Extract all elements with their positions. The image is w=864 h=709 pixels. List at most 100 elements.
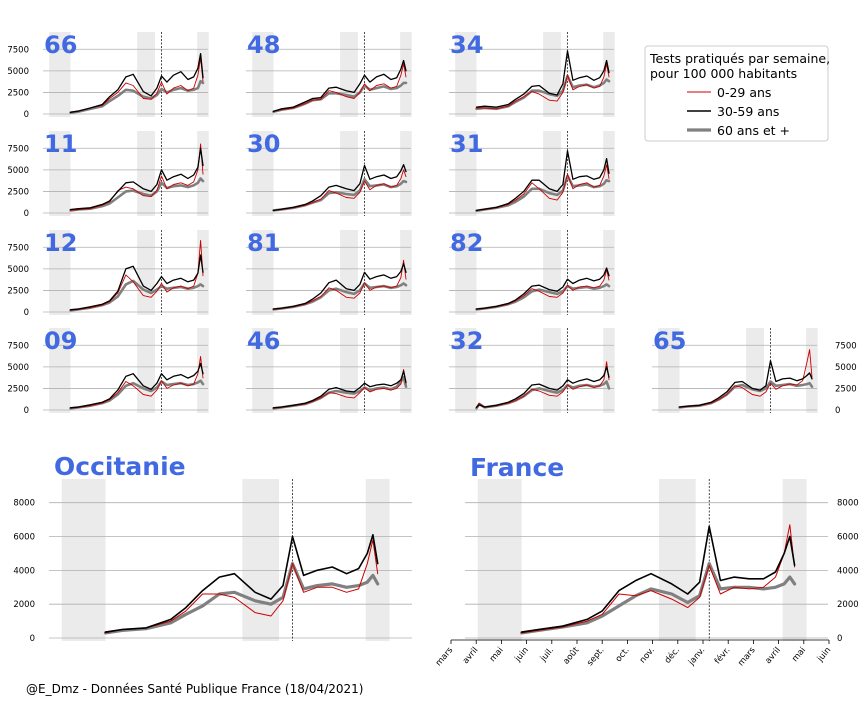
y-tick-label: 0 (24, 308, 29, 318)
y-tick-label: 2500 (7, 286, 29, 296)
panel-11: 32 (449, 327, 615, 413)
series-line-0 (476, 164, 610, 211)
series-line-1 (272, 263, 407, 310)
x-tick-label: avril (763, 646, 783, 667)
y-tick-label: 4000 (13, 566, 35, 576)
y-tick-label: 5000 (7, 363, 29, 373)
x-tick-label: juin (815, 646, 833, 665)
shaded-period (340, 131, 358, 216)
panel-12: 0 2500 5000 7500 65 (652, 327, 857, 416)
series-line-0 (70, 356, 204, 409)
panel-14: 0 2000 4000 6000 8000 France (465, 453, 859, 644)
y-tick-label: 7500 (7, 341, 29, 351)
y-tick-label: 5000 (835, 363, 857, 373)
shaded-period (137, 131, 155, 216)
panel-title: 81 (247, 229, 280, 257)
series-line-0 (70, 57, 204, 113)
series-line-1 (475, 50, 610, 108)
series-line-2 (520, 561, 797, 635)
shaded-period (137, 230, 155, 315)
panel-title: 82 (450, 229, 483, 257)
y-tick-label: 0 (24, 209, 29, 219)
credit-text: @E_Dmz - Données Santé Publique France (… (26, 682, 364, 696)
x-tick-label: mai (488, 646, 506, 665)
shaded-period (543, 131, 561, 216)
panel-8: 82 (449, 229, 615, 315)
y-tick-label: 8000 (837, 499, 859, 509)
series-line-1 (69, 362, 204, 409)
panel-2: 34 (449, 31, 615, 117)
panel-10: 46 (246, 327, 412, 413)
x-tick-label: févr. (712, 645, 732, 666)
series-line-1 (69, 52, 204, 113)
y-tick-label: 6000 (837, 533, 859, 543)
y-tick-label: 0 (835, 406, 840, 416)
panel-title: 32 (450, 327, 483, 355)
shaded-period (455, 230, 477, 315)
panel-title: 48 (247, 31, 280, 59)
series-line-0 (273, 259, 407, 310)
x-tick-label: nov. (638, 646, 657, 666)
y-tick-label: 5000 (7, 265, 29, 275)
shaded-period (400, 131, 412, 216)
series-line-1 (104, 533, 379, 633)
x-tick-label: mars (736, 645, 758, 668)
x-tick-label: août (561, 645, 581, 667)
series-line-1 (69, 254, 204, 311)
y-tick-label: 7500 (7, 144, 29, 154)
shaded-period (252, 131, 274, 216)
panel-title: 30 (247, 130, 280, 158)
series-line-2 (272, 375, 408, 410)
x-tick-label: sept. (585, 646, 606, 669)
shaded-period (252, 328, 274, 413)
shaded-period (658, 479, 696, 641)
series-line-0 (476, 63, 610, 110)
y-tick-label: 0 (24, 110, 29, 120)
legend-box (644, 45, 829, 142)
panel-7: 81 (246, 229, 412, 315)
legend-title: Tests pratiqués par semaine, (649, 51, 830, 66)
shaded-period (806, 328, 818, 413)
y-tick-label: 5000 (7, 166, 29, 176)
shaded-period (49, 328, 71, 413)
x-tick-label: avril (461, 646, 481, 667)
legend-entry: 30-59 ans (717, 104, 779, 119)
shaded-period (340, 32, 358, 117)
shaded-period (543, 230, 561, 315)
shaded-period (543, 32, 561, 117)
panel-0: 0 2500 5000 7500 66 (7, 31, 209, 120)
panel-13: 0 2000 4000 6000 8000 Occitanie (13, 452, 412, 644)
panel-title: 09 (44, 327, 77, 355)
series-line-0 (476, 269, 610, 310)
series-line-2 (475, 283, 611, 311)
shaded-period (477, 479, 522, 641)
shaded-period (49, 230, 71, 315)
panel-title: France (470, 453, 564, 482)
x-tick-label: mai (790, 646, 808, 665)
legend: Tests pratiqués par semaine,pour 100 000… (644, 45, 830, 142)
shaded-period (400, 328, 412, 413)
shaded-period (197, 328, 209, 413)
series-line-2 (103, 561, 380, 635)
series-line-0 (70, 239, 204, 311)
shaded-period (252, 32, 274, 117)
shaded-period (543, 328, 561, 413)
series-line-2 (678, 380, 814, 409)
series-line-1 (272, 370, 407, 409)
panel-6: 0 2500 5000 7500 12 (7, 229, 209, 318)
legend-title: pour 100 000 habitants (650, 66, 797, 81)
shaded-period (340, 230, 358, 315)
panel-5: 31 (449, 130, 615, 216)
shaded-period (455, 32, 477, 117)
series-line-2 (475, 174, 611, 213)
panel-9: 0 2500 5000 7500 09 (7, 327, 209, 416)
shaded-period (603, 230, 615, 315)
y-tick-label: 2500 (835, 384, 857, 394)
panel-title: 46 (247, 327, 280, 355)
y-tick-label: 7500 (7, 243, 29, 253)
panel-4: 30 (246, 130, 412, 216)
shaded-period (49, 131, 71, 216)
series-line-1 (520, 525, 796, 633)
y-tick-label: 2500 (7, 88, 29, 98)
shaded-period (340, 328, 358, 413)
